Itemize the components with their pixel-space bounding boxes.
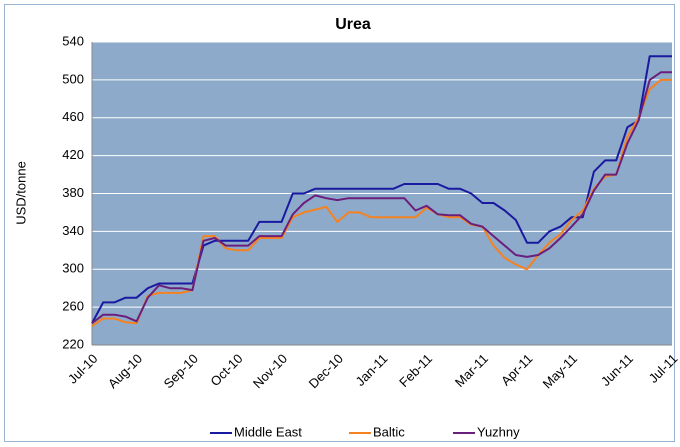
y-tick-label: 260 — [62, 299, 84, 314]
y-tick-label: 500 — [62, 71, 84, 86]
legend-label: Yuzhny — [477, 424, 520, 439]
series-line — [91, 78, 672, 327]
chart-title: Urea — [335, 16, 371, 33]
series-line — [91, 71, 672, 324]
y-tick-label: 300 — [62, 261, 84, 276]
y-tick-label: 220 — [62, 336, 84, 351]
y-tick-label: 340 — [62, 223, 84, 238]
y-tick-label: 380 — [62, 185, 84, 200]
legend-label: Middle East — [234, 424, 302, 439]
y-tick-label: 460 — [62, 109, 84, 124]
legend-label: Baltic — [373, 424, 405, 439]
y-tick-label: 420 — [62, 147, 84, 162]
y-tick-label: 540 — [62, 33, 84, 48]
y-axis-label: USD/tonne — [13, 161, 28, 225]
